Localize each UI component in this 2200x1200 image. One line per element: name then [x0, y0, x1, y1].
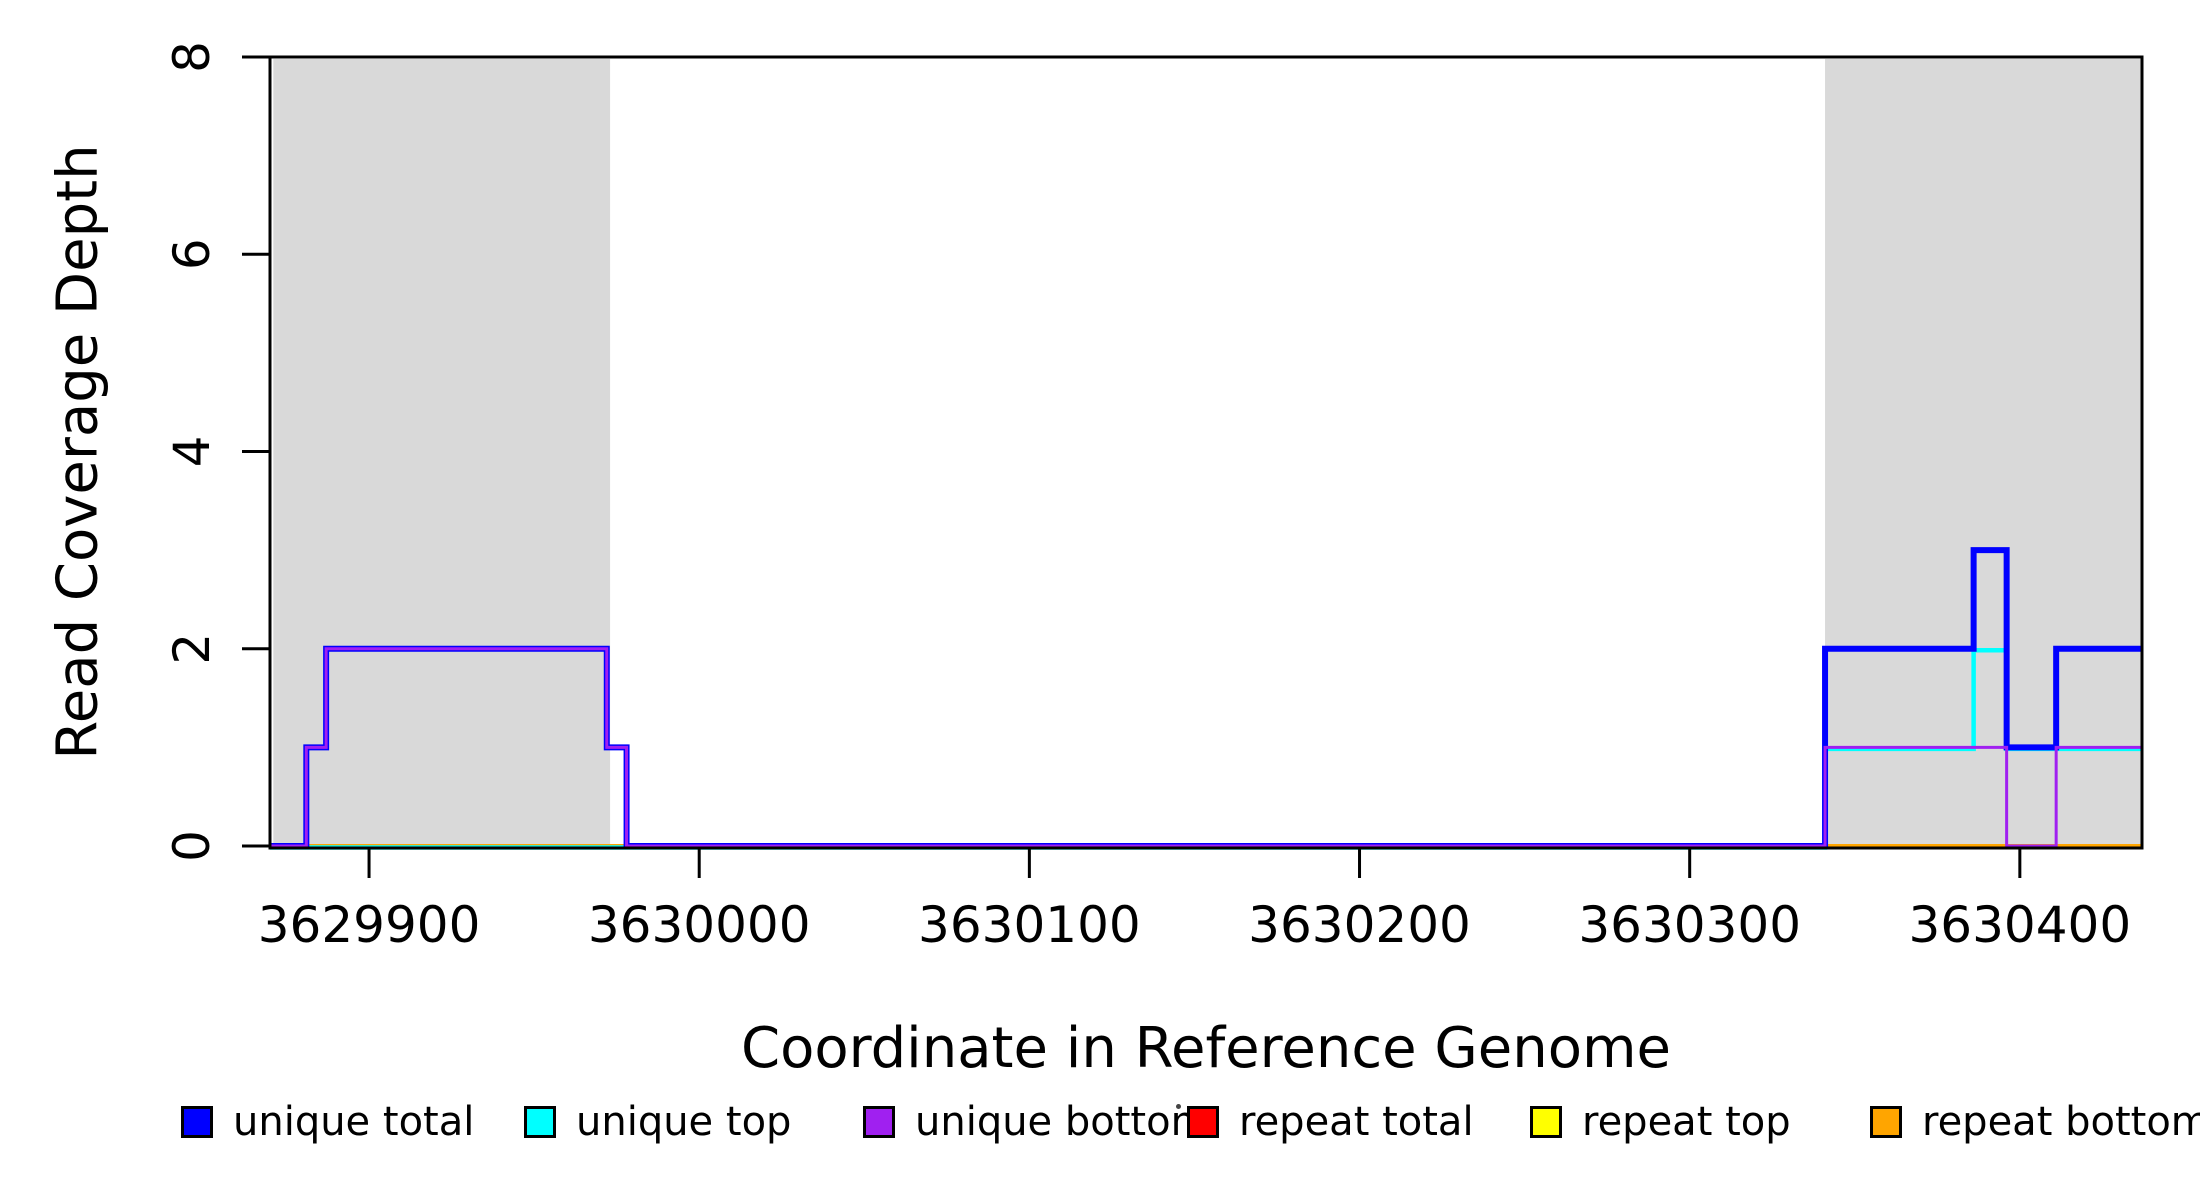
x-tick-label: 3630400: [1908, 896, 2131, 954]
x-axis-title: Coordinate in Reference Genome: [740, 1016, 1672, 1081]
legend-item-unique-top: unique top: [524, 1098, 791, 1146]
legend-swatch-repeat-total: [1187, 1106, 1219, 1138]
series-unique-bottom-line: [270, 647, 2142, 848]
legend-swatch-unique-total: [181, 1106, 213, 1138]
legend-item-repeat-total: repeat total: [1187, 1098, 1474, 1146]
y-tick-label: 2: [163, 633, 221, 665]
y-axis-title: Read Coverage Depth: [45, 144, 111, 760]
y-tick-label: 8: [163, 41, 221, 73]
y-tick-label: 0: [163, 830, 221, 862]
x-tick-label: 3630100: [918, 896, 1141, 954]
legend: unique total unique top unique bottom repea…: [0, 1098, 2200, 1146]
legend-swatch-unique-bottom: [863, 1106, 895, 1138]
x-tick-label: 3630300: [1578, 896, 1801, 954]
x-tick-label: 3630200: [1248, 896, 1471, 954]
legend-swatch-repeat-top: [1530, 1106, 1562, 1138]
x-tick-label: 3629900: [258, 896, 481, 954]
legend-label-repeat-bottom: repeat bottom: [1922, 1099, 2200, 1145]
right-gray-band: [1825, 59, 2142, 846]
legend-swatch-unique-top: [524, 1106, 556, 1138]
legend-item-unique-total: unique total: [181, 1098, 474, 1146]
legend-swatch-repeat-bottom: [1870, 1106, 1902, 1138]
y-tick-label: 6: [163, 238, 221, 270]
left-gray-band: [273, 59, 611, 846]
legend-item-repeat-top: repeat top: [1530, 1098, 1791, 1146]
legend-item-unique-bottom: unique bottom: [863, 1098, 1210, 1146]
legend-item-repeat-bottom: repeat bottom: [1870, 1098, 2200, 1146]
legend-label-repeat-total: repeat total: [1239, 1099, 1474, 1145]
stray-dot-mark: [1176, 1104, 1181, 1109]
x-tick-label: 3630000: [588, 896, 811, 954]
legend-label-unique-top: unique top: [576, 1099, 792, 1145]
legend-label-repeat-top: repeat top: [1582, 1099, 1791, 1145]
y-tick-label: 4: [163, 436, 221, 468]
legend-label-unique-bottom: unique bottom: [915, 1099, 1210, 1145]
legend-label-unique-total: unique total: [233, 1099, 475, 1145]
